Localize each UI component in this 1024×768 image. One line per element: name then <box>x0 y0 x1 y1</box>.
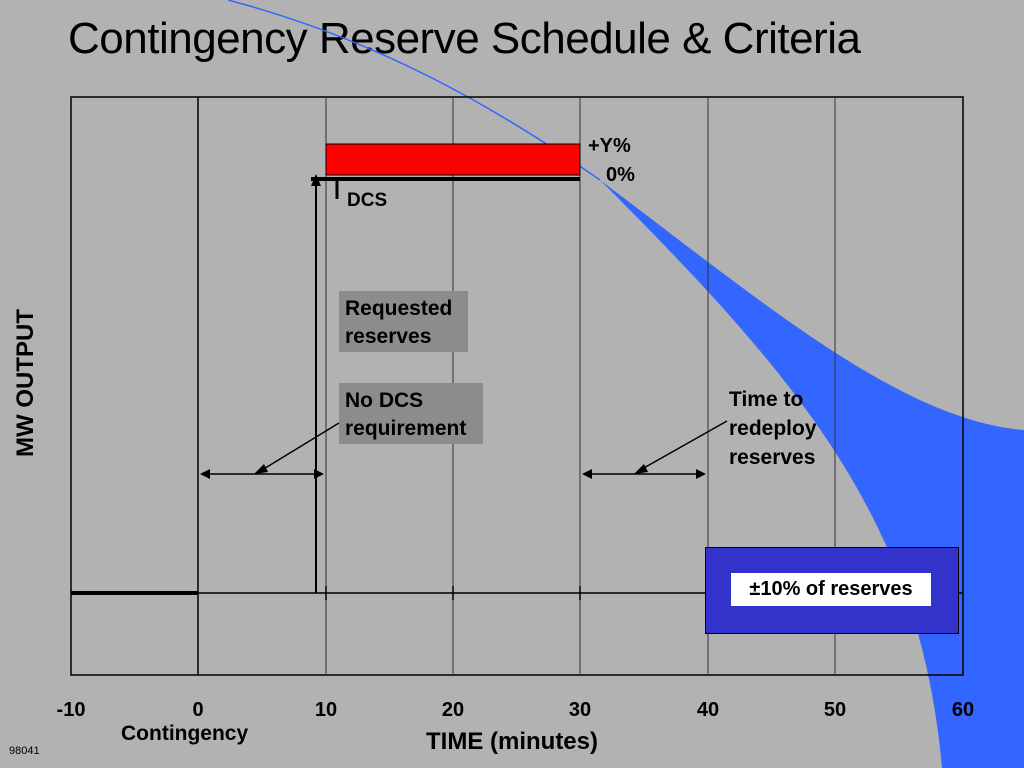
requested-line1: Requested <box>345 297 453 320</box>
x-tick-label: -10 <box>56 699 86 721</box>
contingency-label: Contingency <box>121 722 249 745</box>
slide-title: Contingency Reserve Schedule & Criteria <box>68 14 861 63</box>
no-dcs-line1: No DCS <box>345 389 424 412</box>
plus-y-pct-label: +Y% <box>588 135 631 157</box>
time-to-redeploy-label: Time to redeploy reserves <box>729 385 817 472</box>
x-tick-label: 60 <box>951 699 975 721</box>
baseline-ticks <box>325 586 581 600</box>
dcs-label: DCS <box>347 190 388 211</box>
slide-code: 98041 <box>9 745 40 757</box>
legend-label: ±10% of reserves <box>731 573 931 606</box>
requested-line2: reserves <box>345 325 432 348</box>
no-dcs-pointer <box>261 422 340 471</box>
x-tick-label: 10 <box>314 699 338 721</box>
plot-frame <box>70 96 964 676</box>
x-tick-label: 50 <box>823 699 847 721</box>
no-dcs-requirement-box: No DCS requirement <box>339 383 483 444</box>
ramp-arrow-head <box>311 174 321 186</box>
x-tick-label: 20 <box>441 699 465 721</box>
no-dcs-line2: requirement <box>345 417 467 440</box>
x-tick-label: 40 <box>696 699 720 721</box>
redeploy-line1: Time to <box>729 388 804 411</box>
y-axis-label: MW OUTPUT <box>12 309 39 457</box>
requested-reserves-box: Requested reserves <box>339 291 468 352</box>
redeploy-pointer <box>641 420 728 470</box>
x-tick-label: 30 <box>568 699 592 721</box>
red-reserve-bar <box>325 143 581 176</box>
redeploy-line2: redeploy <box>729 417 817 440</box>
x-tick-label: 0 <box>192 699 204 721</box>
zero-pct-label: 0% <box>606 164 635 186</box>
redeploy-line3: reserves <box>729 446 816 469</box>
x-axis-label: TIME (minutes) <box>426 728 598 755</box>
